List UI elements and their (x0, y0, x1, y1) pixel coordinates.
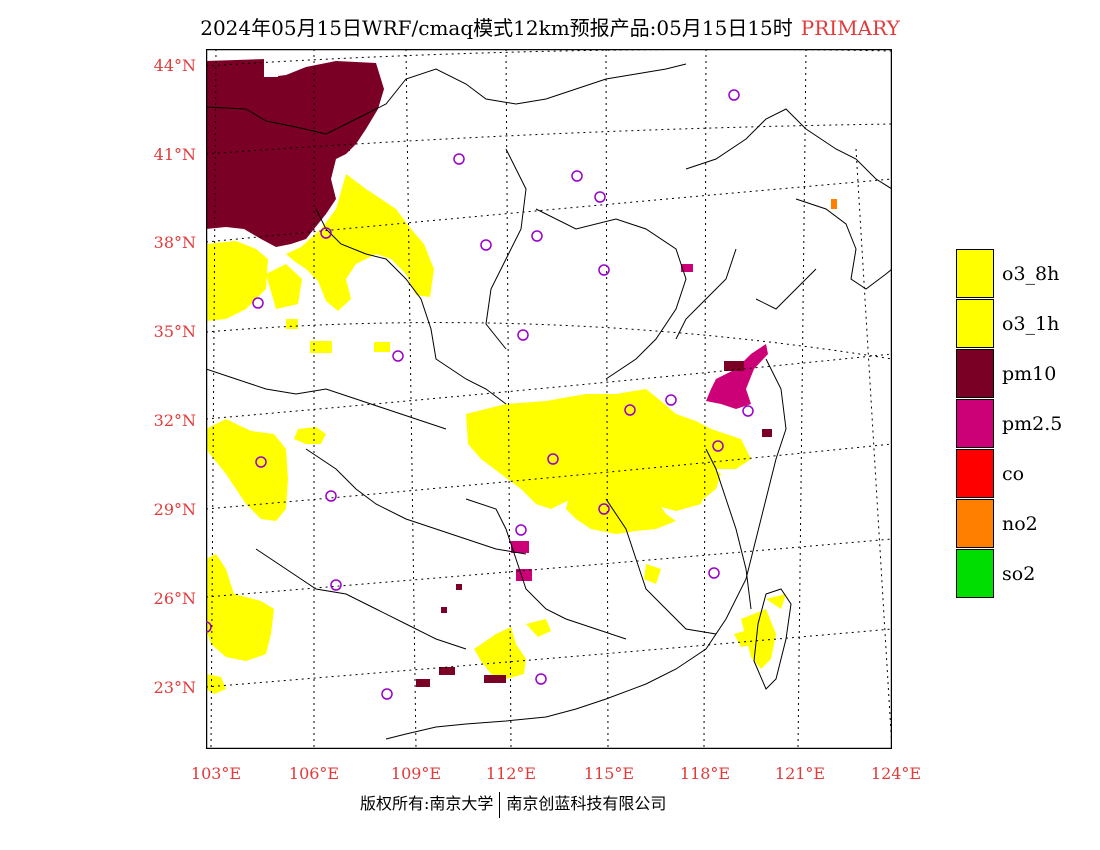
lat-label-35: 35°N (153, 322, 196, 341)
legend-label: o3_1h (1002, 313, 1060, 335)
lon-label-124: 124°E (870, 764, 922, 783)
map-canvas (206, 49, 892, 749)
lon-label-118: 118°E (679, 764, 731, 783)
lon-label-103: 103°E (190, 764, 242, 783)
forecast-map (206, 49, 892, 749)
map-frame (206, 49, 892, 749)
lat-label-41: 41°N (153, 145, 196, 164)
lat-label-32: 32°N (153, 411, 196, 430)
legend-label: o3_8h (1002, 263, 1060, 285)
no2-speck (831, 199, 837, 209)
lon-label-112: 112°E (485, 764, 537, 783)
lat-label-29: 29°N (153, 500, 196, 519)
legend-label: pm2.5 (1002, 413, 1063, 435)
legend-swatch (956, 499, 994, 548)
city-markers (206, 89, 754, 700)
map-title: 2024年05月15日WRF/cmaq模式12km预报产品:05月15日15时 P… (0, 12, 1100, 41)
legend-swatch (956, 449, 994, 498)
copyright-footer: 版权所有:南京大学 南京创蓝科技有限公司 (360, 790, 666, 818)
legend-label: no2 (1002, 513, 1038, 535)
footer-divider (499, 791, 501, 818)
legend-swatch (956, 349, 994, 398)
map-title-tag: PRIMARY (800, 16, 900, 40)
pm10-scatter (416, 361, 772, 687)
pm25-regions (511, 264, 768, 581)
map-title-main: 2024年05月15日WRF/cmaq模式12km预报产品:05月15日15时 (200, 16, 793, 40)
o3-regions (206, 174, 786, 694)
legend-label: co (1002, 463, 1025, 485)
lat-label-26: 26°N (153, 589, 196, 608)
graticule (206, 49, 892, 749)
taiwan-outline (753, 588, 792, 690)
legend-swatch (956, 549, 994, 598)
lon-label-109: 109°E (390, 764, 442, 783)
copyright-left: 版权所有:南京大学 (360, 794, 494, 813)
legend-label: pm10 (1002, 363, 1057, 385)
lon-label-121: 121°E (774, 764, 826, 783)
copyright-right: 南京创蓝科技有限公司 (506, 794, 667, 813)
legend-swatch (956, 399, 994, 448)
lon-label-115: 115°E (583, 764, 635, 783)
legend-label: so2 (1002, 563, 1036, 585)
lat-label-44: 44°N (153, 56, 196, 75)
lat-label-23: 23°N (153, 678, 196, 697)
lon-label-106: 106°E (288, 764, 340, 783)
province-boundaries (206, 63, 892, 740)
pm10-region (206, 59, 384, 247)
legend-swatch (956, 249, 994, 298)
legend-swatch (956, 299, 994, 348)
lat-label-38: 38°N (153, 233, 196, 252)
